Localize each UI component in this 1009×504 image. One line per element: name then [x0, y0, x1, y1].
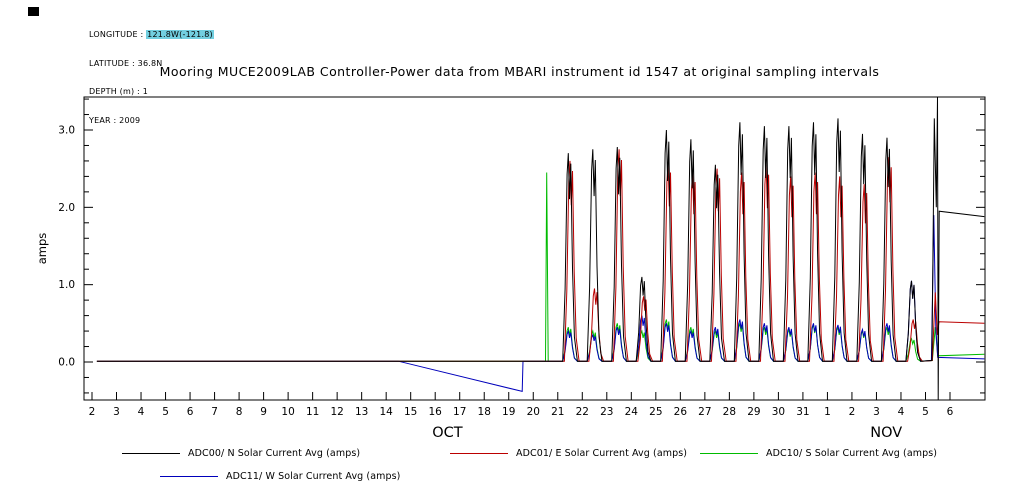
legend-label-adc11: ADC11/ W Solar Current Avg (amps): [226, 471, 401, 482]
x-tick-label: 20: [527, 406, 540, 418]
longitude-value-highlighted: 121.8W(-121.8): [146, 30, 214, 39]
x-tick-label: 7: [211, 406, 218, 418]
metadata-block: LONGITUDE : 121.8W(-121.8) LATITUDE : 36…: [89, 11, 214, 144]
x-tick-label: 31: [796, 406, 809, 418]
x-tick-label: 5: [162, 406, 169, 418]
x-tick-label: 28: [723, 406, 736, 418]
plot-frame: [83, 96, 986, 401]
x-tick-label: 22: [576, 406, 589, 418]
chart-title: Mooring MUCE2009LAB Controller-Power dat…: [159, 64, 880, 79]
x-tick-label: 2: [849, 406, 856, 418]
series-group: [96, 97, 985, 400]
x-tick-label: 13: [355, 406, 368, 418]
x-tick-label: 23: [600, 406, 613, 418]
x-tick-label: 9: [260, 406, 267, 418]
x-tick-label: 29: [747, 406, 760, 418]
screen-artifact: [28, 7, 39, 16]
x-tick-label: 24: [625, 406, 639, 418]
y-axis-label: amps: [35, 233, 49, 265]
y-tick-label: 2.0: [58, 202, 75, 214]
legend-label-adc00: ADC00/ N Solar Current Avg (amps): [188, 448, 361, 459]
x-tick-label: 8: [236, 406, 243, 418]
series-line-2: [96, 172, 985, 362]
longitude-label: LONGITUDE :: [89, 30, 147, 39]
legend-line-red: [450, 453, 508, 454]
x-tick-label: 10: [281, 406, 294, 418]
legend-line-black: [122, 453, 180, 454]
month-label: NOV: [870, 425, 902, 441]
legend-line-blue: [160, 476, 218, 477]
series-line-3: [96, 215, 985, 393]
legend-line-green: [700, 453, 758, 454]
x-tick-label: 4: [898, 406, 905, 418]
month-label: OCT: [432, 425, 463, 441]
x-tick-label: 1: [824, 406, 831, 418]
x-tick-label: 2: [89, 406, 96, 418]
legend-label-adc01: ADC01/ E Solar Current Avg (amps): [516, 448, 688, 459]
depth-line: DEPTH (m) : 1: [89, 87, 148, 96]
x-tick-label: 14: [379, 406, 393, 418]
year-line: YEAR : 2009: [89, 115, 141, 125]
x-tick-label: 18: [478, 406, 491, 418]
x-tick-label: 5: [922, 406, 929, 418]
y-tick-label: 1.0: [58, 279, 75, 291]
legend-item-adc11: ADC11/ W Solar Current Avg (amps): [160, 471, 400, 482]
latitude-line: LATITUDE : 36.8N: [89, 58, 163, 68]
x-tick-label: 15: [404, 406, 417, 418]
x-tick-label: 12: [330, 406, 343, 418]
x-tick-label: 11: [306, 406, 319, 418]
longitude-line: LONGITUDE : 121.8W(-121.8): [89, 30, 214, 40]
x-tick-label: 27: [698, 406, 711, 418]
series-line-1: [96, 149, 985, 362]
legend-label-adc10: ADC10/ S Solar Current Avg (amps): [766, 448, 938, 459]
x-tick-label: 6: [187, 406, 194, 418]
x-tick-label: 21: [551, 406, 564, 418]
x-tick-label: 16: [429, 406, 443, 418]
y-tick-label: 0.0: [58, 357, 75, 369]
legend-item-adc10: ADC10/ S Solar Current Avg (amps): [700, 448, 937, 459]
x-tick-label: 3: [113, 406, 120, 418]
legend-item-adc01: ADC01/ E Solar Current Avg (amps): [450, 448, 687, 459]
series-line-0: [96, 97, 985, 400]
x-tick-label: 30: [772, 406, 785, 418]
x-tick-label: 25: [649, 406, 662, 418]
x-tick-label: 3: [873, 406, 880, 418]
x-tick-label: 6: [947, 406, 954, 418]
x-tick-label: 17: [453, 406, 466, 418]
y-tick-label: 3.0: [58, 125, 75, 137]
legend-item-adc00: ADC00/ N Solar Current Avg (amps): [122, 448, 360, 459]
x-tick-label: 4: [138, 406, 145, 418]
x-tick-label: 26: [674, 406, 688, 418]
x-tick-label: 19: [502, 406, 515, 418]
